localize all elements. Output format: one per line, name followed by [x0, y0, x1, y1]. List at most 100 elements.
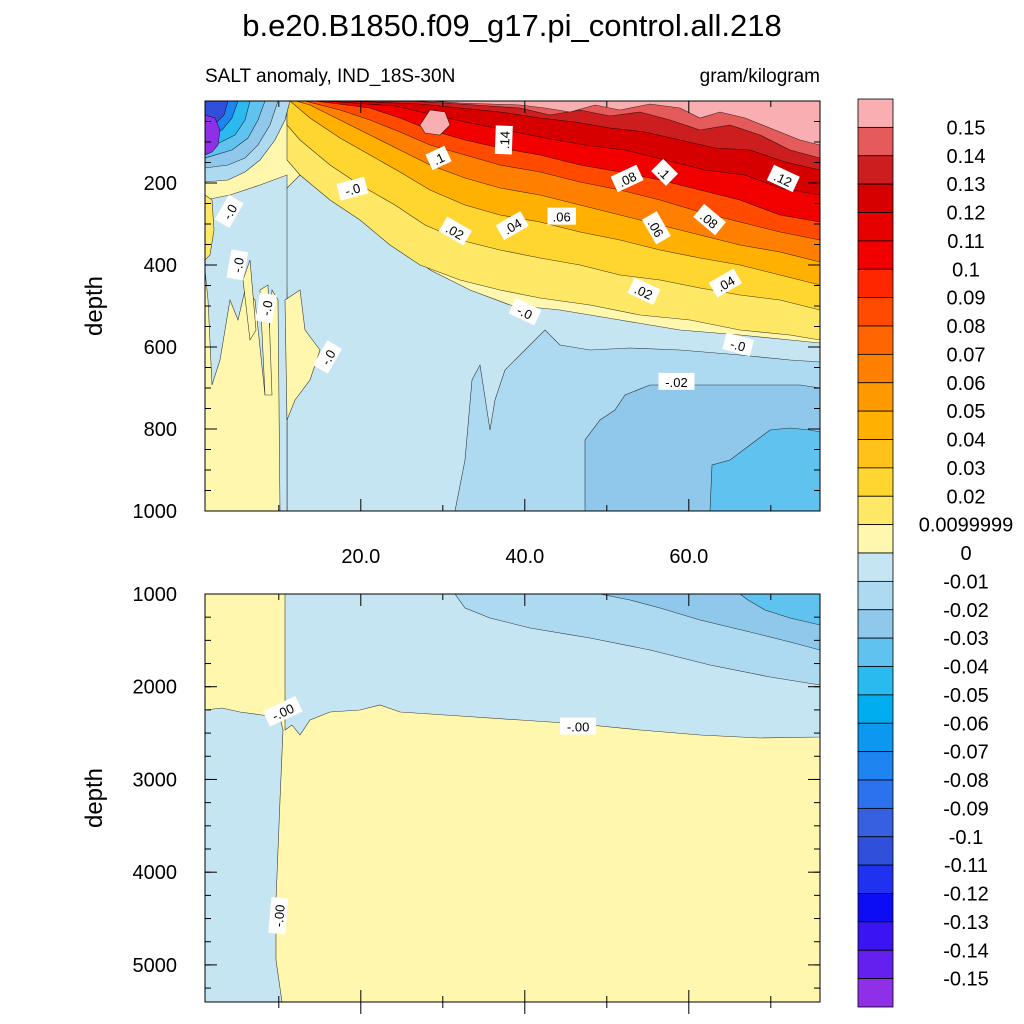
- colorbar-level-label: 0.14: [947, 146, 986, 168]
- lower-contour-label-bg: [262, 695, 303, 727]
- upper-contour-label-bg: [214, 194, 244, 229]
- colorbar-swatch: [857, 212, 894, 242]
- upper-contour-label-bg: [494, 125, 513, 155]
- upper-contour-label: .1: [651, 158, 678, 186]
- upper-contour-label-bg: [708, 268, 743, 298]
- upper-contour-label-text: -.02: [665, 375, 687, 390]
- lower-plot-frame: [204, 593, 821, 1003]
- lower-contour-label-text: -.00: [567, 720, 589, 735]
- colorbar-swatch: [857, 949, 894, 980]
- upper-contour-label: -.0: [313, 340, 343, 374]
- upper-contour-label: -.0: [226, 249, 249, 281]
- colorbar-swatch: [857, 268, 894, 299]
- upper-contour-label-bg: [425, 145, 452, 171]
- upper-contour-label-bg: [336, 176, 369, 201]
- colorbar-swatch: [857, 751, 894, 781]
- colorbar-level-label: -0.03: [943, 628, 989, 650]
- upper-contour-label: -.0: [508, 297, 542, 326]
- colorbar-swatch: [857, 353, 894, 384]
- upper-contour-label-text: -.0: [230, 256, 247, 274]
- upper-contour-label: -.0: [722, 332, 755, 357]
- upper-ytick-label: 200: [144, 173, 177, 195]
- colorbar-swatch: [857, 921, 894, 951]
- colorbar-level-label: 0.07: [947, 344, 986, 366]
- upper-contour-label-text: .14: [497, 131, 513, 150]
- axes-layer: 200 400 600 800 1000 1000 2000 3000 4000 5000 20.0…: [133, 100, 820, 1014]
- lower-contour-labels: -.00-.00-.00: [262, 695, 597, 935]
- upper-strip-1: [242, 259, 257, 341]
- upper-contour-label-text: .12: [772, 169, 795, 190]
- colorbar-level-label: 0.0099999: [919, 515, 1014, 537]
- upper-contour-label-bg: [313, 340, 343, 374]
- lower-contour-label-bg: [560, 717, 597, 735]
- upper-contour-label-text: -.0: [258, 299, 275, 317]
- colorbar-level-label: 0.06: [947, 373, 986, 395]
- upper-contour-label-bg: [495, 211, 529, 241]
- lower-panel-field: [205, 594, 820, 1002]
- colorbar-level-label: -0.15: [943, 969, 989, 991]
- colorbar-swatch: [857, 978, 894, 1008]
- colorbar-swatch: [857, 779, 894, 809]
- upper-contour-label-bg: [658, 372, 695, 390]
- upper-pink-blob-1: [419, 109, 451, 136]
- upper-region-left-neg: [205, 174, 288, 511]
- colorbar-swatch: [857, 495, 894, 526]
- colorbar-swatch: [857, 893, 894, 923]
- upper-contour-label-bg: [438, 216, 472, 246]
- colorbar-swatch: [857, 467, 894, 497]
- colorbar-level-label: -0.11: [944, 855, 988, 877]
- upper-contour-label-bg: [547, 207, 576, 225]
- upper-contour-label-bg: [508, 297, 542, 326]
- colorbar-level-label: -0.06: [943, 713, 989, 735]
- upper-contour-label-bg: [255, 292, 277, 324]
- colorbar-level-label: 0.05: [947, 401, 986, 423]
- upper-ytick-label: 400: [144, 255, 177, 277]
- upper-contour-label-bg: [627, 277, 661, 305]
- colorbar-level-label: 0.08: [947, 316, 986, 338]
- upper-left-yellow: [205, 194, 215, 261]
- colorbar-swatch: [857, 98, 894, 128]
- upper-contour-label-text: -.0: [220, 202, 241, 223]
- colorbar-swatch: [857, 722, 894, 753]
- upper-contour-label-bg: [641, 211, 671, 245]
- colorbar-level-label: 0.04: [947, 430, 986, 452]
- upper-contour-label-text: -.0: [729, 336, 748, 354]
- colorbar-swatch: [857, 807, 894, 838]
- upper-panel-field: [205, 101, 820, 511]
- upper-contour-label-bg: [226, 249, 249, 281]
- colorbar-swatch: [857, 382, 894, 412]
- colorbar-level-label: 0.1: [952, 259, 980, 281]
- upper-contour-label: -.0: [336, 176, 369, 201]
- upper-contour-label: .12: [766, 164, 800, 193]
- upper-contour-label: -.02: [658, 372, 695, 390]
- colorbar-level-label: -0.07: [943, 742, 989, 764]
- upper-contour-labels: .1.14-.0.08.1.12-.0.02.04.06.06.08-.0.04…: [214, 125, 800, 390]
- lower-ytick-label: 2000: [133, 677, 178, 699]
- upper-band-010: [429, 101, 820, 146]
- colorbar-level-label: -0.13: [943, 912, 989, 934]
- colorbar-swatch: [857, 637, 894, 667]
- upper-contour-label-text: -.0: [343, 180, 362, 198]
- colorbar-level-label: -0.04: [943, 657, 989, 679]
- colorbar-level-label: -0.01: [943, 571, 989, 593]
- lower-contour-label-text: -.00: [271, 904, 288, 928]
- colorbar-swatch: [857, 694, 894, 724]
- colorbar-level-label: 0.03: [947, 458, 986, 480]
- upper-ytick-label: 800: [144, 419, 177, 441]
- upper-region-neg004: [709, 427, 820, 511]
- upper-neg-left-7: [205, 114, 221, 156]
- colorbar-swatch: [857, 666, 894, 696]
- lower-blue-neg004: [739, 594, 820, 626]
- colorbar-swatch: [857, 552, 894, 582]
- upper-contour-label-text: .02: [632, 281, 655, 302]
- upper-xtick-label: 40.0: [505, 546, 544, 568]
- colorbar-swatch: [857, 183, 894, 213]
- colorbar-level-label: -0.1: [949, 827, 983, 849]
- lower-blue-left: [205, 707, 284, 1002]
- colorbar-swatch: [857, 580, 894, 611]
- colorbar-swatch: [857, 609, 894, 639]
- chart-subtitle-right: gram/kilogram: [700, 66, 820, 87]
- colorbar-swatch: [857, 836, 894, 866]
- upper-contour-label-bg: [722, 332, 755, 357]
- upper-contour-label: .08: [610, 164, 644, 193]
